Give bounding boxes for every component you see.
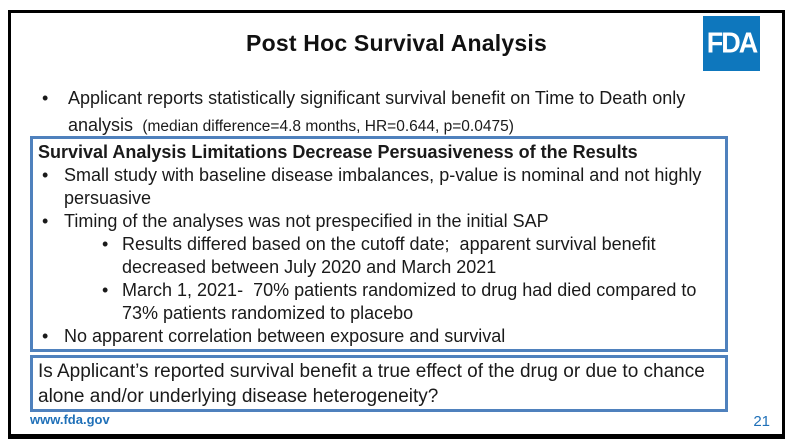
list-item: Applicant reports statistically signific… [40, 85, 750, 140]
slide-title: Post Hoc Survival Analysis [246, 30, 547, 56]
question-box: Is Applicant’s reported survival benefit… [30, 355, 728, 412]
slide-frame: Post Hoc Survival Analysis FDA Applicant… [8, 10, 785, 439]
list-item: Small study with baseline disease imbala… [38, 164, 717, 210]
fda-logo: FDA [703, 16, 760, 71]
fda-logo-text: FDA [706, 27, 758, 59]
limitations-heading: Survival Analysis Limitations Decrease P… [38, 142, 638, 162]
question-text: Is Applicant’s reported survival benefit… [38, 360, 711, 407]
slide-content: Post Hoc Survival Analysis FDA Applicant… [11, 13, 782, 434]
list-item: Timing of the analyses was not prespecif… [38, 210, 717, 233]
limitations-box: Survival Analysis Limitations Decrease P… [30, 136, 728, 352]
list-item: No apparent correlation between exposure… [38, 325, 717, 348]
intro-bullet-list: Applicant reports statistically signific… [40, 85, 750, 140]
intro-bullet-text: Applicant reports statistically signific… [68, 88, 691, 135]
list-item-sub: March 1, 2021- 70% patients randomized t… [38, 279, 717, 325]
intro-bullet-note: (median difference=4.8 months, HR=0.644,… [138, 118, 514, 135]
footer-url-link[interactable]: www.fda.gov [30, 412, 110, 427]
page-number: 21 [753, 413, 770, 430]
list-item-sub: Results differed based on the cutoff dat… [38, 233, 717, 279]
